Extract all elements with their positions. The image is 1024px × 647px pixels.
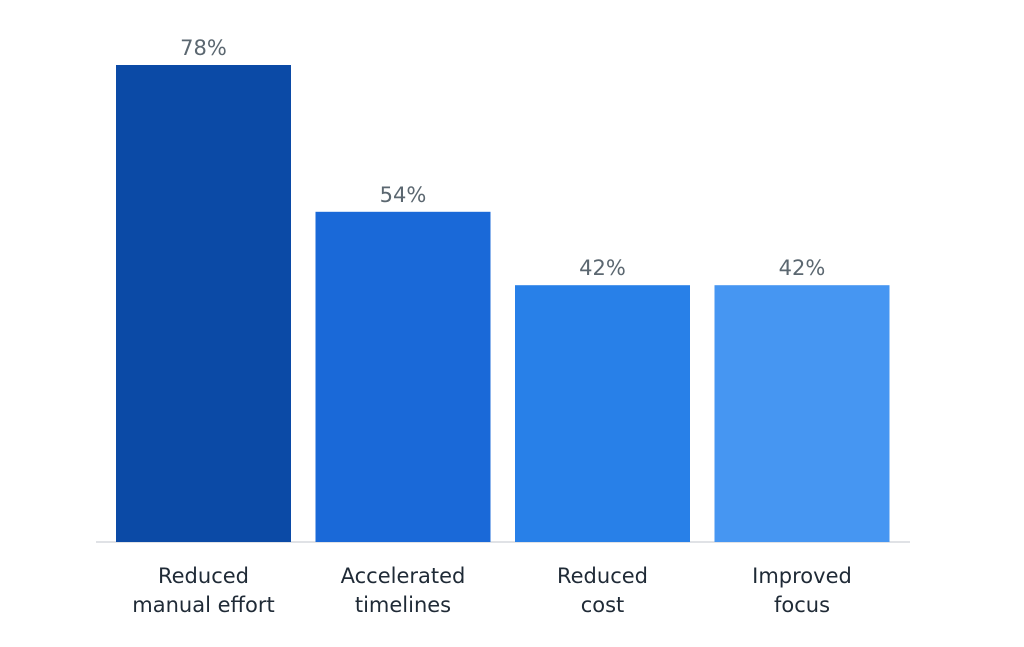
category-label-3-line-1: Reduced — [557, 564, 648, 588]
bar-1 — [116, 65, 291, 542]
bar-3 — [515, 285, 690, 542]
category-label-1-line-2: manual effort — [132, 593, 274, 617]
value-label-2: 54% — [380, 183, 427, 207]
value-labels-group: 78% 54% 42% 42% — [180, 36, 825, 280]
bar-4 — [714, 285, 890, 542]
category-label-1-line-1: Reduced — [158, 564, 249, 588]
value-label-4: 42% — [779, 256, 826, 280]
category-label-4-line-2: focus — [774, 593, 830, 617]
category-label-4-line-1: Improved — [752, 564, 852, 588]
category-label-3-line-2: cost — [581, 593, 625, 617]
value-label-3: 42% — [579, 256, 626, 280]
bar-2 — [315, 211, 491, 543]
category-label-2-line-2: timelines — [355, 593, 451, 617]
value-label-1: 78% — [180, 36, 227, 60]
bars-group — [116, 65, 890, 543]
category-label-2-line-1: Accelerated — [341, 564, 466, 588]
category-labels-group: Reduced manual effort Accelerated timelines… — [132, 564, 852, 617]
